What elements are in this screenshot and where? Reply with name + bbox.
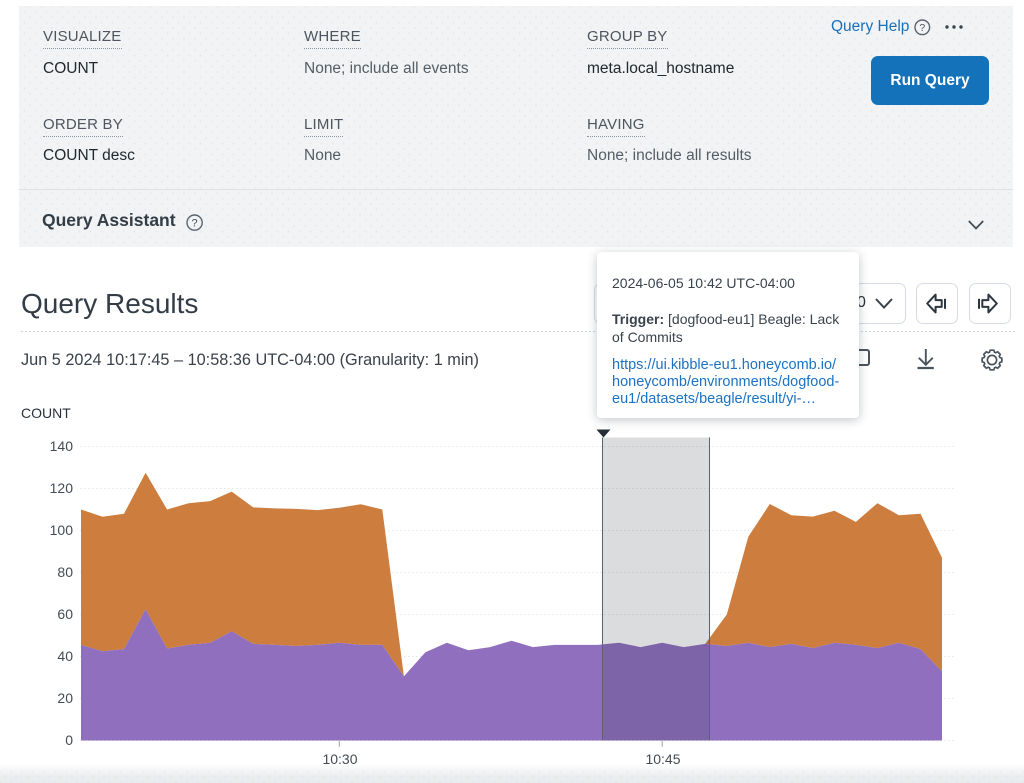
svg-text:20: 20	[57, 690, 73, 706]
svg-text:60: 60	[57, 606, 73, 622]
svg-text:10:30: 10:30	[322, 751, 357, 767]
svg-text:?: ?	[192, 218, 198, 230]
svg-text:?: ?	[919, 22, 925, 34]
svg-text:10:45: 10:45	[645, 751, 680, 767]
svg-text:120: 120	[50, 480, 74, 496]
svg-text:0: 0	[65, 732, 73, 748]
svg-text:80: 80	[57, 564, 73, 580]
svg-text:40: 40	[57, 648, 73, 664]
svg-text:100: 100	[50, 522, 74, 538]
svg-text:140: 140	[50, 438, 74, 454]
